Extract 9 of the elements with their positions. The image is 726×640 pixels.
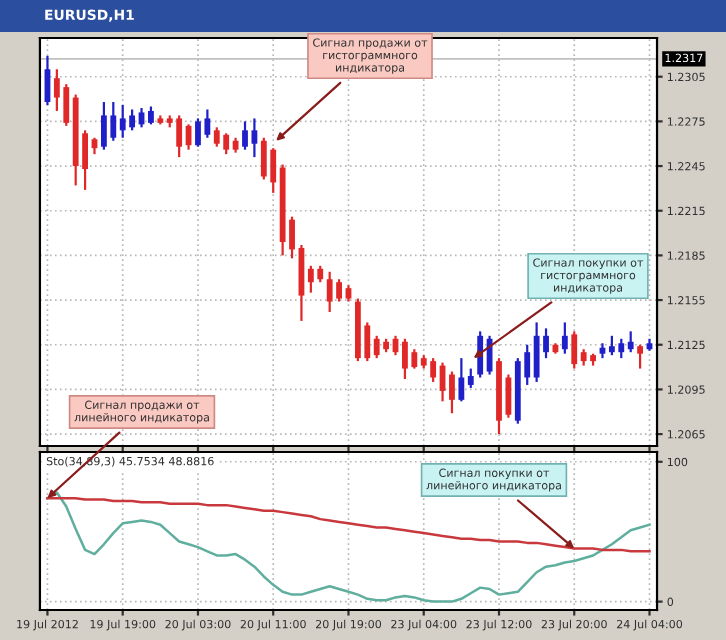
candlestick [449, 370, 455, 415]
candlestick [637, 343, 644, 370]
candlestick [561, 321, 568, 355]
candlestick [627, 330, 634, 354]
line-series [46, 491, 651, 603]
candlestick [486, 334, 493, 376]
candlestick [467, 367, 474, 390]
candlestick [458, 357, 465, 403]
candlestick [571, 330, 578, 370]
